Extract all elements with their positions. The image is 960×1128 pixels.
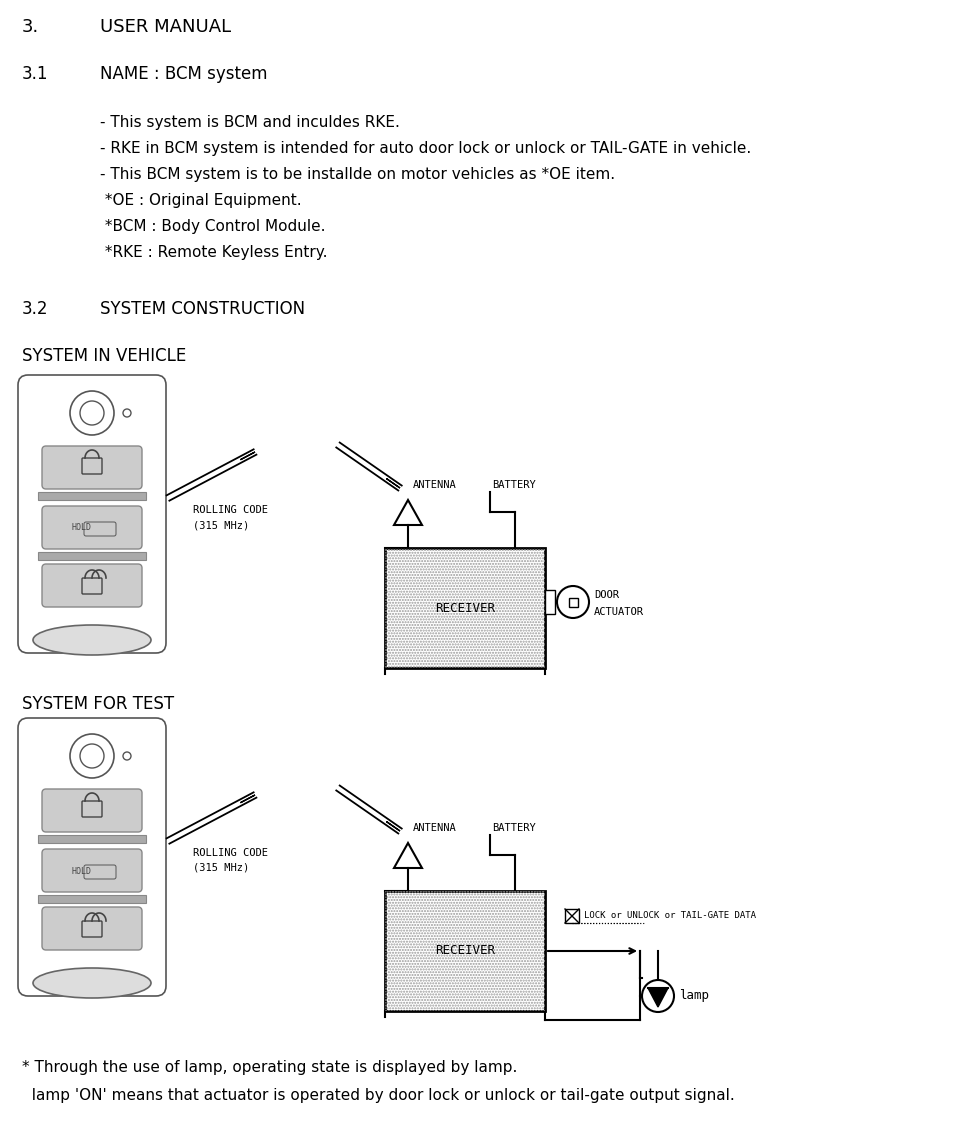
Circle shape [80,400,104,425]
Text: lamp: lamp [679,989,709,1003]
FancyBboxPatch shape [42,907,142,950]
Ellipse shape [33,625,151,655]
Text: - RKE in BCM system is intended for auto door lock or unlock or TAIL-GATE in veh: - RKE in BCM system is intended for auto… [100,141,752,156]
FancyBboxPatch shape [42,849,142,892]
FancyBboxPatch shape [42,506,142,549]
Circle shape [123,752,131,760]
Circle shape [70,391,114,435]
Circle shape [80,744,104,768]
FancyBboxPatch shape [82,578,102,594]
Text: 3.2: 3.2 [22,300,49,318]
Polygon shape [240,452,255,460]
Polygon shape [240,795,255,803]
Text: - This BCM system is to be installde on motor vehicles as *OE item.: - This BCM system is to be installde on … [100,167,615,182]
Bar [38,835,146,843]
FancyBboxPatch shape [18,374,166,653]
Circle shape [557,587,589,618]
Circle shape [123,409,131,417]
Text: *OE : Original Equipment.: *OE : Original Equipment. [100,193,301,208]
Text: HOLD: HOLD [72,523,92,532]
Polygon shape [648,988,668,1007]
Circle shape [642,980,674,1012]
Text: *RKE : Remote Keyless Entry.: *RKE : Remote Keyless Entry. [100,245,327,259]
Text: - This system is BCM and inculdes RKE.: - This system is BCM and inculdes RKE. [100,115,400,130]
Text: BATTERY: BATTERY [492,481,536,490]
Text: RECEIVER: RECEIVER [435,944,495,958]
FancyBboxPatch shape [42,446,142,490]
Polygon shape [387,478,400,488]
FancyBboxPatch shape [84,522,116,536]
Text: (315 MHz): (315 MHz) [193,520,250,530]
FancyBboxPatch shape [82,801,102,817]
Text: *BCM : Body Control Module.: *BCM : Body Control Module. [100,219,325,233]
Text: DOOR: DOOR [594,590,619,600]
Text: ROLLING CODE: ROLLING CODE [193,848,268,858]
Text: SYSTEM CONSTRUCTION: SYSTEM CONSTRUCTION [100,300,305,318]
Text: SYSTEM IN VEHICLE: SYSTEM IN VEHICLE [22,347,186,365]
FancyBboxPatch shape [42,788,142,832]
Text: ANTENNA: ANTENNA [413,481,457,490]
Text: SYSTEM FOR TEST: SYSTEM FOR TEST [22,695,174,713]
Text: lamp 'ON' means that actuator is operated by door lock or unlock or tail-gate ou: lamp 'ON' means that actuator is operate… [22,1089,734,1103]
Bar [385,548,545,668]
FancyBboxPatch shape [82,458,102,474]
Bar [385,891,545,1011]
FancyBboxPatch shape [42,564,142,607]
Text: ACTUATOR: ACTUATOR [594,607,644,617]
FancyBboxPatch shape [84,865,116,879]
Bar [38,895,146,904]
Circle shape [70,734,114,778]
Text: (315 MHz): (315 MHz) [193,863,250,873]
Ellipse shape [33,968,151,998]
Bar [545,590,555,614]
Bar [38,492,146,500]
Bar [568,598,578,607]
FancyBboxPatch shape [18,719,166,996]
Text: BATTERY: BATTERY [492,823,536,832]
Text: LOCK or UNLOCK or TAIL-GATE DATA: LOCK or UNLOCK or TAIL-GATE DATA [584,911,756,920]
Bar [565,909,579,923]
Text: ANTENNA: ANTENNA [413,823,457,832]
Bar [38,552,146,559]
Polygon shape [387,821,400,831]
Text: USER MANUAL: USER MANUAL [100,18,231,36]
Text: HOLD: HOLD [72,866,92,875]
Bar [385,548,545,668]
FancyBboxPatch shape [82,920,102,937]
Bar [385,891,545,1011]
Text: NAME : BCM system: NAME : BCM system [100,65,268,83]
Text: 3.1: 3.1 [22,65,49,83]
Text: RECEIVER: RECEIVER [435,601,495,615]
Text: * Through the use of lamp, operating state is displayed by lamp.: * Through the use of lamp, operating sta… [22,1060,517,1075]
Text: ROLLING CODE: ROLLING CODE [193,505,268,515]
Text: 3.: 3. [22,18,39,36]
